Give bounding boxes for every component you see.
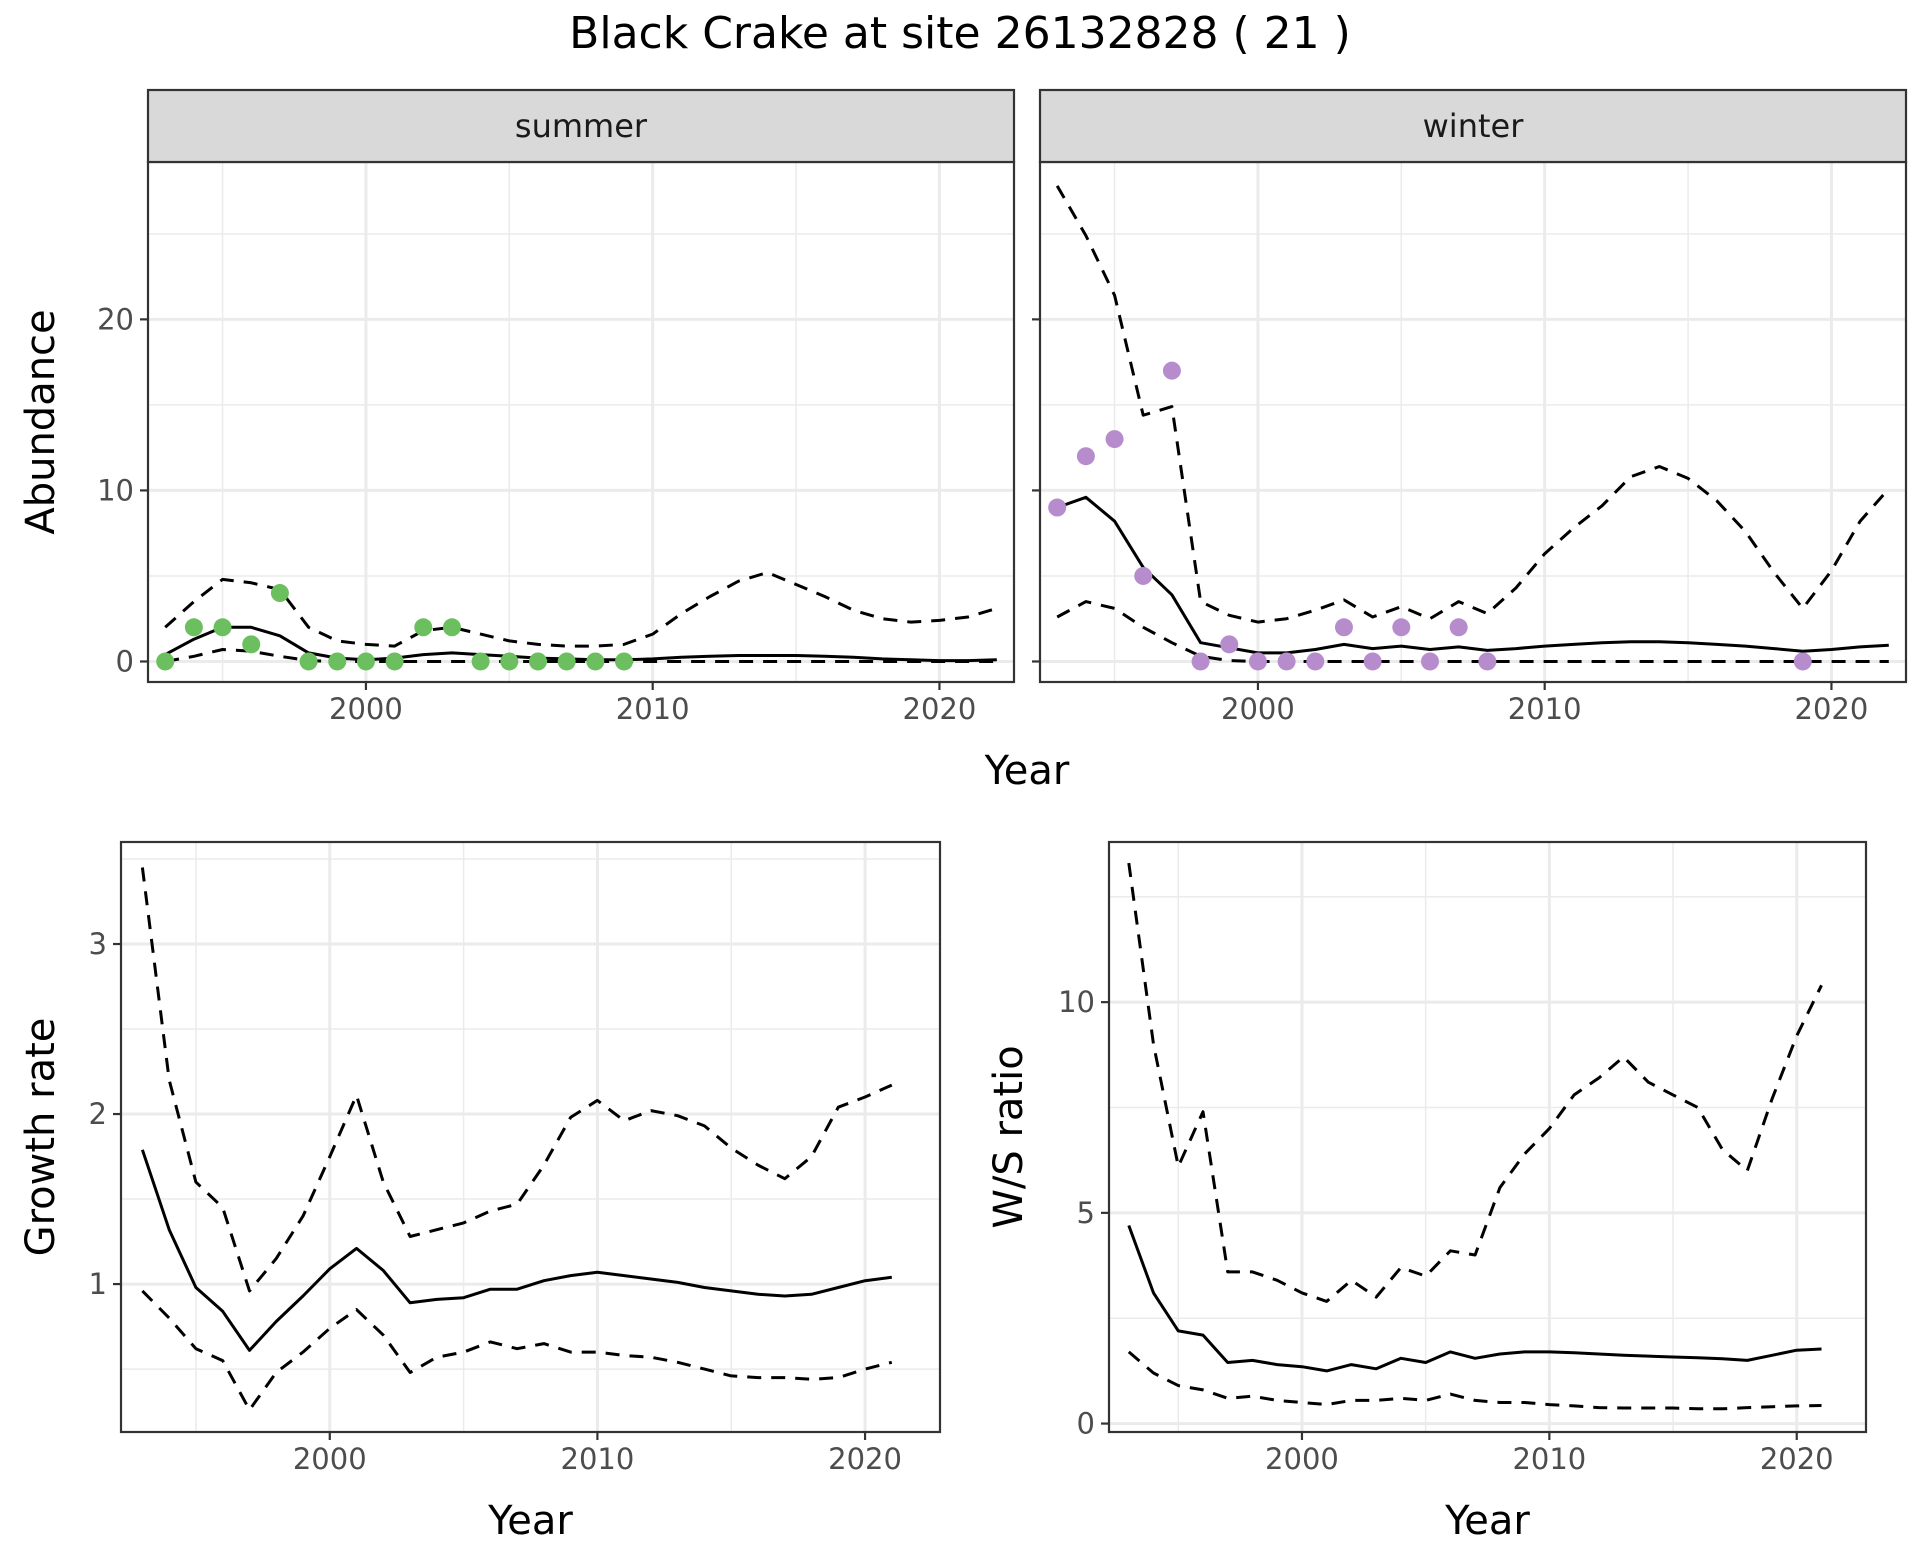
data-point <box>615 652 634 671</box>
x-tick-label: 2010 <box>561 1442 635 1476</box>
data-point <box>299 652 318 671</box>
x-tick-label: 2020 <box>903 692 977 726</box>
data-point <box>1191 652 1210 671</box>
x-axis-title: Year <box>1444 1498 1530 1544</box>
strip-label: winter <box>1423 107 1525 145</box>
data-point <box>1363 652 1382 671</box>
data-point <box>557 652 576 671</box>
y-tick-label: 0 <box>1077 1407 1095 1441</box>
data-point <box>328 652 347 671</box>
data-point <box>500 652 519 671</box>
data-point <box>270 584 289 603</box>
y-tick-label: 10 <box>1058 985 1095 1019</box>
data-point <box>356 652 375 671</box>
data-point <box>528 652 547 671</box>
data-point <box>1048 498 1067 517</box>
series-line-upper-bound <box>140 867 893 1293</box>
y-tick-label: 3 <box>89 927 107 961</box>
data-point <box>1134 566 1153 585</box>
data-point <box>1105 430 1124 449</box>
data-point <box>1162 361 1181 380</box>
data-point <box>184 618 203 637</box>
data-point <box>156 652 175 671</box>
panel-border <box>119 840 942 1434</box>
y-axis-title: Growth rate <box>18 1018 64 1257</box>
x-tick-label: 2010 <box>616 692 690 726</box>
series-line-estimate <box>140 1149 892 1352</box>
panel-border <box>1107 840 1868 1434</box>
data-point <box>1392 618 1411 637</box>
data-point <box>414 618 433 637</box>
x-axis-title: Year <box>487 1498 573 1544</box>
panel-background <box>121 842 940 1432</box>
panel-summer: summer 2000 2010 2020 0 10 20 Abundance <box>18 88 1016 726</box>
series-line-lower-bound <box>164 648 997 663</box>
x-tick-label: 2020 <box>1760 1442 1834 1476</box>
x-tick-label: 2000 <box>329 692 403 726</box>
y-tick-label: 20 <box>97 302 134 336</box>
panel-background <box>148 162 1014 682</box>
data-point <box>1277 652 1296 671</box>
x-tick-label: 2020 <box>1795 692 1869 726</box>
plot-title: Black Crake at site 26132828 ( 21 ) <box>569 8 1351 59</box>
series-line-estimate <box>1056 495 1889 655</box>
data-point <box>442 618 461 637</box>
strip-winter <box>1038 88 1908 164</box>
data-point <box>1248 652 1267 671</box>
strip-summer <box>146 88 1016 164</box>
x-tick-label: 2000 <box>1265 1442 1339 1476</box>
series-line-lower-bound <box>141 1289 893 1412</box>
strip-label: summer <box>515 107 648 145</box>
panel-background <box>1109 842 1866 1432</box>
data-point <box>385 652 404 671</box>
series-line-estimate <box>1127 1224 1822 1373</box>
y-tick-label: 0 <box>116 644 134 678</box>
data-point <box>1449 618 1468 637</box>
x-tick-label: 2000 <box>1221 692 1295 726</box>
y-tick-label: 1 <box>89 1267 107 1301</box>
series-line-estimate <box>164 625 997 663</box>
x-axis-title-facets: Year <box>984 748 1070 794</box>
panel-background <box>1040 162 1906 682</box>
data-point <box>1478 652 1497 671</box>
series-line-upper-bound <box>164 571 998 648</box>
panel-growth: 2000 2010 2020 1 2 3 Year Growth rate <box>18 840 942 1544</box>
y-tick-label: 2 <box>89 1097 107 1131</box>
data-point <box>1220 635 1239 654</box>
y-axis-title: Abundance <box>18 309 64 534</box>
panel-ratio: 2000 2010 2020 0 5 10 Year W/S ratio <box>986 840 1868 1544</box>
data-point <box>1306 652 1325 671</box>
data-point <box>471 652 490 671</box>
data-point <box>213 618 232 637</box>
data-point <box>1076 447 1095 466</box>
data-point <box>1420 652 1439 671</box>
y-tick-label: 10 <box>97 473 134 507</box>
data-point <box>1334 618 1353 637</box>
data-point <box>1793 652 1812 671</box>
x-tick-label: 2010 <box>1508 692 1582 726</box>
series-line-lower-bound <box>1127 1350 1822 1411</box>
data-point <box>242 635 261 654</box>
x-tick-label: 2020 <box>828 1442 902 1476</box>
panel-winter: winter 2000 2010 2020 <box>1032 88 1908 726</box>
data-point <box>586 652 605 671</box>
series-line-upper-bound <box>1055 185 1890 624</box>
x-tick-label: 2010 <box>1512 1442 1586 1476</box>
series-line-upper-bound <box>1127 862 1823 1303</box>
y-tick-label: 5 <box>1077 1196 1095 1230</box>
y-axis-title: W/S ratio <box>986 1045 1032 1228</box>
x-tick-label: 2000 <box>293 1442 367 1476</box>
